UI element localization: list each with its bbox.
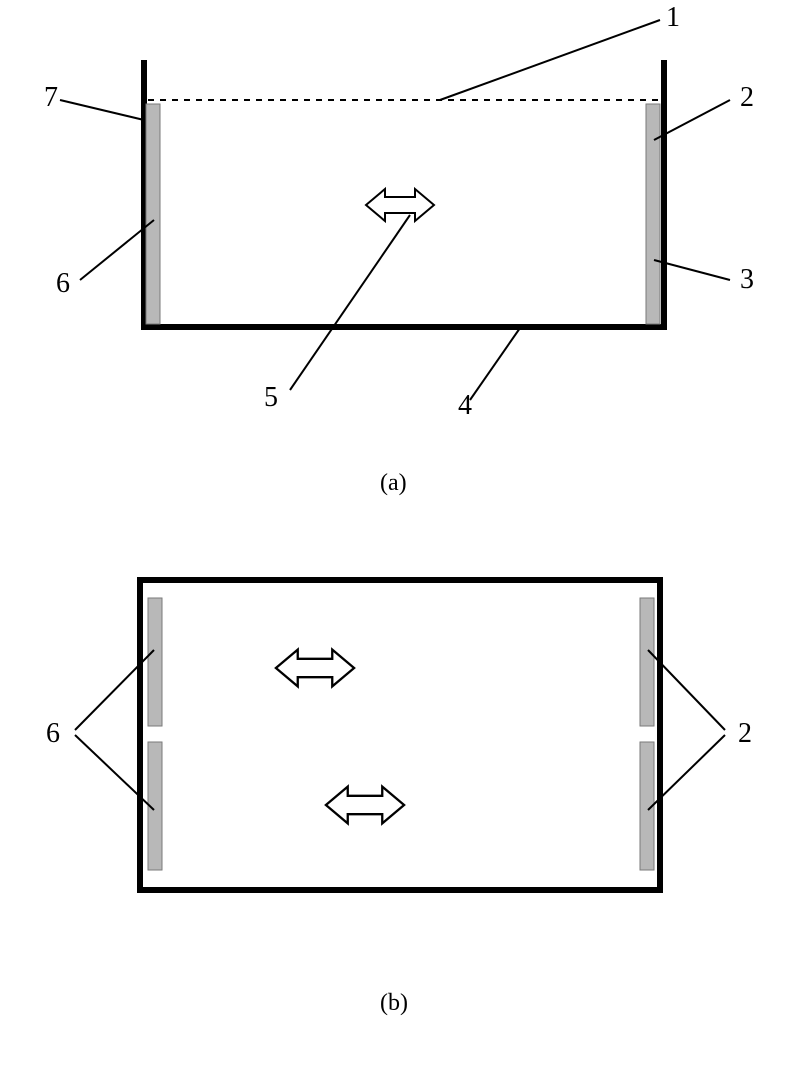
- label-b-2: 2: [738, 718, 752, 750]
- panel-b: [120, 570, 680, 910]
- double-arrow-b2: [326, 787, 404, 824]
- label-2: 2: [740, 82, 754, 114]
- double-arrow-b1: [276, 650, 354, 687]
- leader-4: [470, 328, 520, 400]
- label-1: 1: [666, 2, 680, 34]
- caption-b: (b): [380, 990, 408, 1017]
- leader-7: [60, 100, 144, 120]
- leader-1: [440, 20, 660, 100]
- grey-right-top: [640, 598, 654, 726]
- grey-strip-left: [146, 104, 160, 324]
- double-arrow-a: [366, 189, 434, 221]
- label-6: 6: [56, 268, 70, 300]
- label-5: 5: [264, 382, 278, 414]
- grey-left-top: [148, 598, 162, 726]
- leader-5: [290, 215, 410, 390]
- label-3: 3: [740, 264, 754, 296]
- caption-a: (a): [380, 470, 407, 497]
- frame: [140, 580, 660, 890]
- panel-a: [120, 60, 680, 340]
- label-4: 4: [458, 390, 472, 422]
- label-b-6: 6: [46, 718, 60, 750]
- label-7: 7: [44, 82, 58, 114]
